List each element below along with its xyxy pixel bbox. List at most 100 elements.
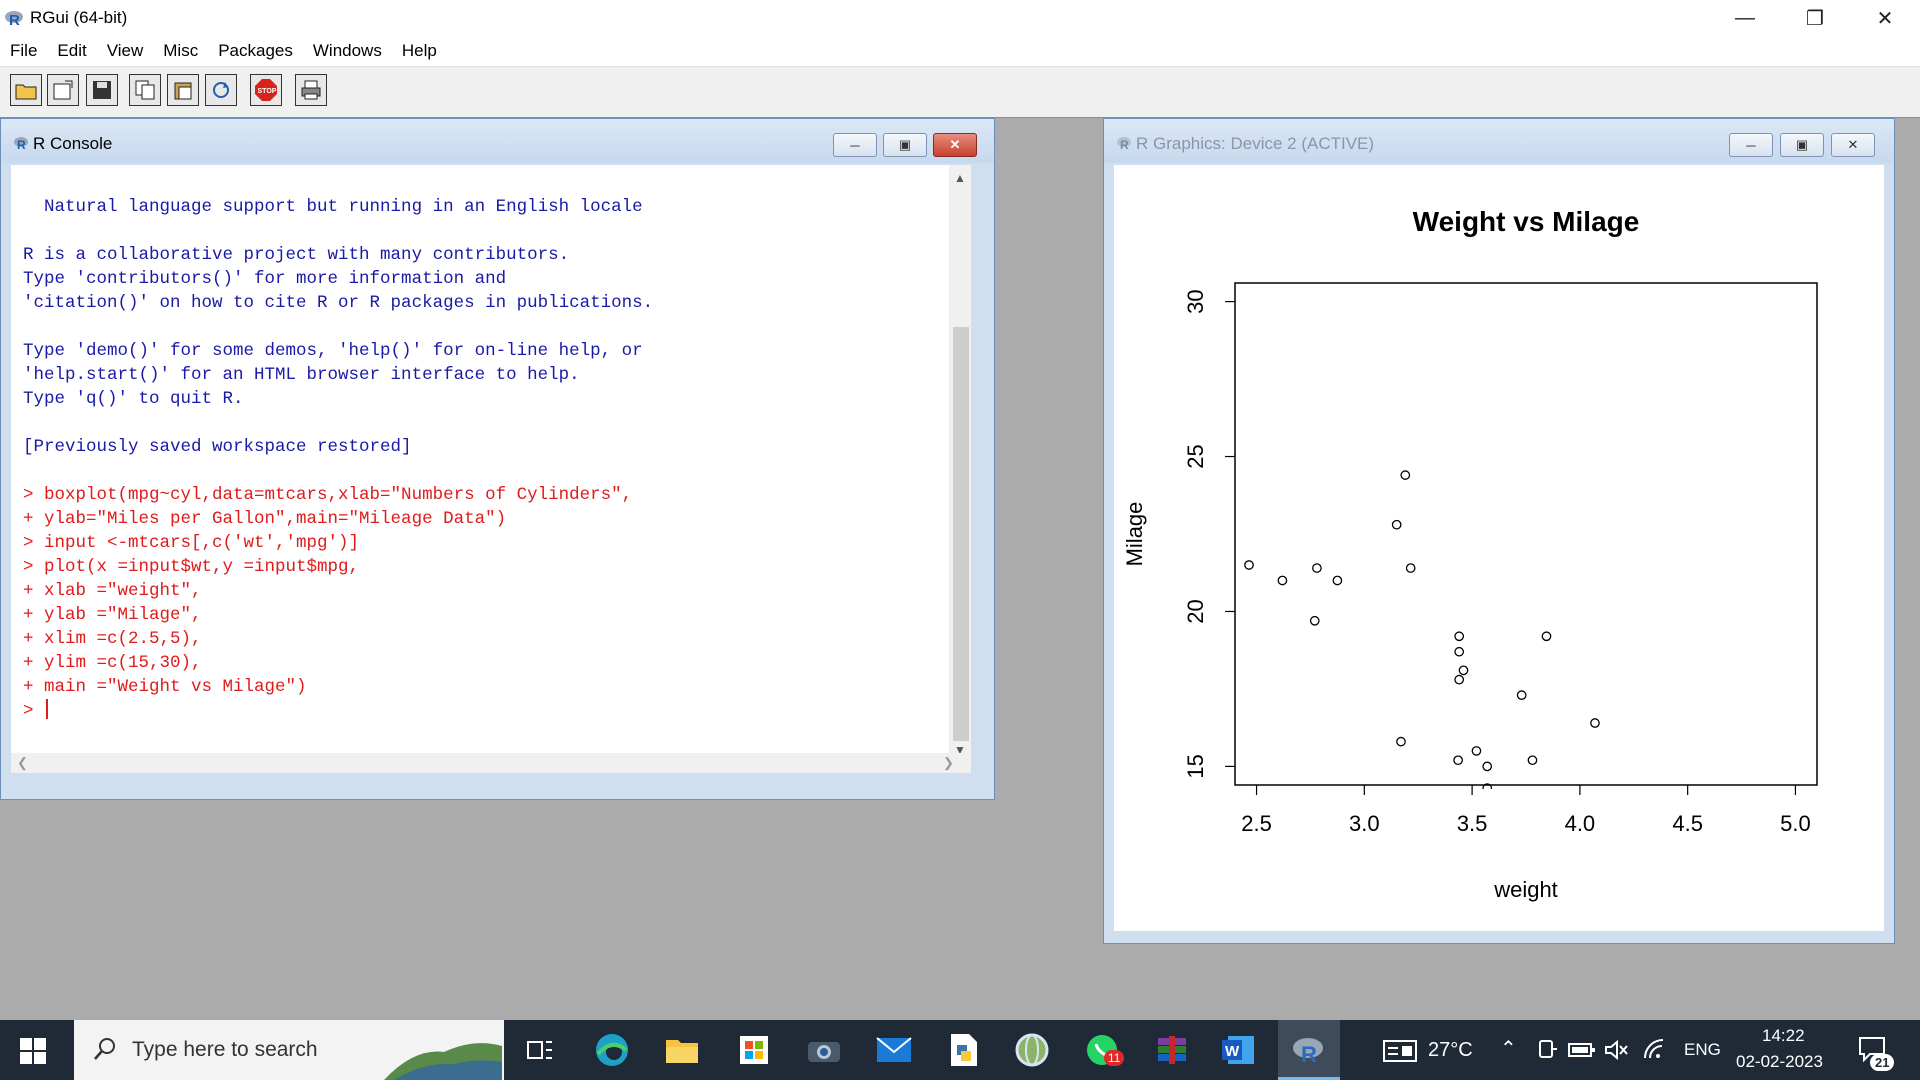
y-axis-label: Milage (1122, 502, 1147, 567)
minimize-button[interactable]: — (1735, 6, 1755, 29)
console-title: R Console (33, 134, 113, 153)
svg-text:R: R (1120, 138, 1129, 151)
restore-button[interactable]: ❐ (1806, 7, 1824, 30)
scatter-plot: Weight vs Milage weight Milage 2.5 3.0 3.5 4.0… (1122, 206, 1818, 902)
graphics-close-button[interactable]: ✕ (1831, 133, 1875, 157)
svg-text:W: W (1225, 1043, 1240, 1060)
weather-icon[interactable] (1382, 1038, 1418, 1064)
whatsapp-badge: 11 (1104, 1050, 1125, 1066)
data-point (1312, 563, 1322, 573)
r-logo-icon: R (1117, 137, 1131, 151)
data-point (1482, 761, 1493, 772)
console-close-button[interactable]: ✕ (933, 133, 977, 157)
data-point (1516, 690, 1527, 700)
mdi-workspace: R R Console ─ ▣ ✕ Natural language suppo… (0, 118, 1920, 1020)
word-icon[interactable]: W (1220, 1032, 1256, 1068)
microsoft-store-icon[interactable] (736, 1032, 772, 1068)
file-explorer-icon[interactable] (664, 1032, 700, 1068)
data-point (1277, 575, 1288, 586)
task-view-icon[interactable] (522, 1032, 558, 1068)
wifi-icon[interactable] (1642, 1038, 1668, 1062)
console-minimize-button[interactable]: ─ (833, 133, 877, 157)
console-prompt: > (23, 701, 45, 721)
volume-muted-icon[interactable] (1604, 1038, 1630, 1062)
r-logo-icon: R (5, 11, 23, 28)
x-tick-label: 4.0 (1565, 811, 1596, 836)
taskbar-search-box[interactable]: Type here to search (74, 1020, 504, 1080)
console-maximize-button[interactable]: ▣ (883, 133, 927, 157)
console-caption: R R Console ─ ▣ ✕ (1, 119, 994, 163)
console-output[interactable]: Natural language support but running in … (11, 165, 971, 773)
language-indicator[interactable]: ENG (1684, 1040, 1721, 1059)
data-point (1400, 470, 1411, 480)
edge-browser-icon[interactable] (594, 1032, 630, 1068)
scroll-right-icon[interactable]: ❯ (943, 755, 954, 770)
console-command-text: > boxplot(mpg~cyl,data=mtcars,xlab="Numb… (23, 485, 633, 697)
save-workspace-button[interactable] (86, 74, 118, 106)
x-tick-label: 2.5 (1241, 811, 1272, 836)
windows-start-icon[interactable] (20, 1038, 46, 1069)
clock-time[interactable]: 14:22 (1762, 1026, 1805, 1045)
camera-icon[interactable] (806, 1032, 842, 1068)
paste-icon (174, 82, 192, 100)
svg-text:R: R (17, 138, 26, 151)
console-horizontal-scrollbar[interactable]: ❮ ❯ (11, 753, 971, 773)
r-logo-icon: R (14, 137, 28, 151)
data-point (1244, 560, 1254, 570)
copy-paste-button[interactable] (205, 74, 237, 106)
graphics-maximize-button[interactable]: ▣ (1780, 133, 1824, 157)
rgui-taskbar-button[interactable]: R (1278, 1020, 1340, 1080)
scroll-down-icon[interactable]: ▼ (954, 743, 966, 757)
winrar-icon[interactable] (1154, 1032, 1190, 1068)
search-placeholder: Type here to search (132, 1038, 318, 1061)
clock-date[interactable]: 02-02-2023 (1736, 1052, 1823, 1071)
console-text: Natural language support but running in … (23, 195, 653, 723)
search-highlight-image (384, 1043, 502, 1080)
y-tick-label: 15 (1183, 754, 1208, 778)
graphics-title: R Graphics: Device 2 (ACTIVE) (1136, 134, 1375, 153)
print-button[interactable] (295, 74, 327, 106)
data-point (1332, 575, 1343, 586)
scroll-up-icon[interactable]: ▲ (954, 171, 966, 185)
stop-button[interactable]: STOP (250, 74, 282, 106)
battery-icon[interactable] (1568, 1040, 1596, 1060)
notification-icon[interactable] (1858, 1036, 1886, 1062)
load-workspace-button[interactable] (47, 74, 79, 106)
y-tick-label: 25 (1183, 444, 1208, 468)
console-scroll-thumb[interactable] (953, 327, 969, 741)
whatsapp-icon[interactable]: 11 (1084, 1032, 1125, 1068)
scroll-left-icon[interactable]: ❮ (17, 755, 28, 770)
menu-edit[interactable]: Edit (57, 41, 87, 60)
menu-help[interactable]: Help (401, 41, 437, 60)
copy-button[interactable] (129, 74, 161, 106)
globe-app-icon[interactable] (1014, 1032, 1050, 1068)
menu-file[interactable]: File (10, 41, 38, 60)
data-point (1454, 674, 1465, 685)
close-button[interactable]: ✕ (1876, 7, 1894, 30)
open-folder-icon (15, 84, 37, 100)
graphics-minimize-button[interactable]: ─ (1729, 133, 1773, 157)
x-axis-label: weight (1493, 877, 1558, 902)
paste-button[interactable] (167, 74, 199, 106)
data-point (1590, 718, 1600, 728)
menu-misc[interactable]: Misc (163, 41, 199, 60)
menu-packages[interactable]: Packages (218, 41, 293, 60)
weather-temperature[interactable]: 27°C (1428, 1039, 1473, 1061)
app-titlebar: R RGui (64-bit) — ❐ ✕ (0, 0, 1920, 36)
menu-view[interactable]: View (106, 41, 144, 60)
text-cursor (46, 699, 49, 719)
console-vertical-scrollbar[interactable]: ▲ ▼ (949, 165, 971, 761)
data-point (1527, 755, 1538, 766)
plot-frame (1234, 282, 1818, 786)
mail-icon[interactable] (876, 1032, 912, 1068)
show-hidden-icons-icon[interactable]: ⌃ (1500, 1038, 1517, 1060)
svg-text:STOP: STOP (258, 88, 277, 95)
print-icon (301, 80, 321, 100)
graphics-canvas: Weight vs Milage weight Milage 2.5 3.0 3.5 4.0… (1114, 165, 1884, 931)
menu-windows[interactable]: Windows (312, 41, 382, 60)
meet-now-icon[interactable] (1536, 1038, 1558, 1062)
open-script-button[interactable] (10, 74, 42, 106)
python-file-icon[interactable] (946, 1032, 982, 1068)
stop-icon: STOP (255, 79, 277, 101)
r-logo-icon: R (1293, 1038, 1323, 1066)
